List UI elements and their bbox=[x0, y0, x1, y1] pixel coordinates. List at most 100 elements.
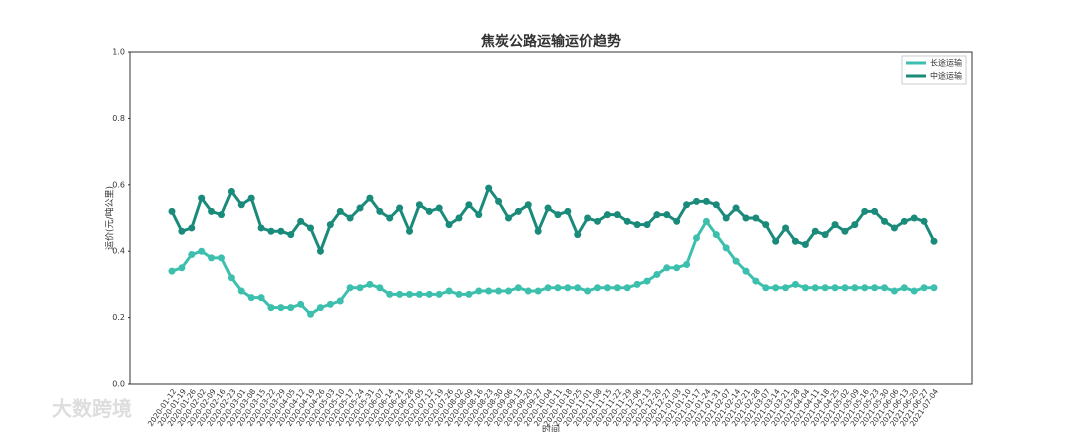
data-point bbox=[366, 280, 374, 288]
data-point bbox=[495, 287, 503, 295]
data-point bbox=[663, 211, 671, 219]
data-point bbox=[495, 197, 503, 205]
data-point bbox=[772, 237, 780, 245]
data-point bbox=[188, 224, 196, 232]
watermark: 大数跨境 bbox=[52, 397, 132, 421]
y-axis-label: 运价(元/吨公里) bbox=[104, 186, 116, 250]
data-point bbox=[208, 207, 216, 215]
data-point bbox=[445, 287, 453, 295]
data-point bbox=[821, 231, 829, 239]
data-point bbox=[920, 284, 928, 292]
data-point bbox=[861, 207, 869, 215]
data-point bbox=[524, 201, 532, 209]
data-point bbox=[702, 217, 710, 225]
data-point bbox=[297, 217, 305, 225]
data-point bbox=[900, 284, 908, 292]
data-point bbox=[356, 204, 364, 212]
data-point bbox=[603, 211, 611, 219]
data-point bbox=[801, 241, 809, 249]
data-point bbox=[534, 287, 542, 295]
data-point bbox=[406, 290, 414, 298]
data-point bbox=[930, 237, 938, 245]
data-point bbox=[217, 211, 225, 219]
data-point bbox=[663, 264, 671, 272]
data-point bbox=[683, 201, 691, 209]
data-point bbox=[465, 201, 473, 209]
data-point bbox=[692, 234, 700, 242]
data-point bbox=[336, 297, 344, 305]
data-point bbox=[772, 284, 780, 292]
data-point bbox=[594, 217, 602, 225]
data-point bbox=[900, 217, 908, 225]
data-point bbox=[435, 290, 443, 298]
data-point bbox=[861, 284, 869, 292]
data-point bbox=[277, 227, 285, 235]
y-tick-label: 0.8 bbox=[112, 114, 125, 123]
data-point bbox=[316, 247, 324, 255]
data-point bbox=[791, 237, 799, 245]
data-point bbox=[316, 304, 324, 312]
data-point bbox=[920, 217, 928, 225]
data-point bbox=[574, 231, 582, 239]
data-point bbox=[782, 284, 790, 292]
data-point bbox=[643, 277, 651, 285]
y-tick-label: 1.0 bbox=[112, 48, 125, 57]
data-point bbox=[168, 207, 176, 215]
data-point bbox=[386, 290, 394, 298]
data-point bbox=[633, 221, 641, 229]
data-point bbox=[524, 287, 532, 295]
data-point bbox=[307, 310, 315, 318]
data-point bbox=[188, 251, 196, 259]
legend-label: 中途运输 bbox=[930, 71, 962, 81]
data-point bbox=[841, 284, 849, 292]
data-point bbox=[396, 290, 404, 298]
data-point bbox=[346, 214, 354, 222]
data-point bbox=[178, 227, 186, 235]
y-tick-label: 0.6 bbox=[112, 180, 125, 189]
data-point bbox=[297, 300, 305, 308]
data-point bbox=[653, 270, 661, 278]
data-point bbox=[485, 184, 493, 192]
data-point bbox=[732, 257, 740, 265]
data-point bbox=[584, 214, 592, 222]
legend-box bbox=[901, 55, 967, 85]
data-point bbox=[851, 284, 859, 292]
data-point bbox=[455, 214, 463, 222]
data-point bbox=[326, 221, 334, 229]
data-point bbox=[673, 264, 681, 272]
data-point bbox=[237, 287, 245, 295]
data-point bbox=[287, 304, 295, 312]
data-point bbox=[257, 224, 265, 232]
data-point bbox=[415, 201, 423, 209]
data-point bbox=[554, 211, 562, 219]
data-point bbox=[633, 280, 641, 288]
data-point bbox=[643, 221, 651, 229]
data-point bbox=[544, 284, 552, 292]
data-point bbox=[376, 207, 384, 215]
data-point bbox=[534, 227, 542, 235]
chart-title: 焦炭公路运输运价趋势 bbox=[480, 33, 621, 50]
data-point bbox=[584, 287, 592, 295]
data-point bbox=[376, 284, 384, 292]
legend-label: 长途运输 bbox=[930, 58, 962, 68]
data-point bbox=[435, 204, 443, 212]
data-point bbox=[811, 284, 819, 292]
data-point bbox=[564, 284, 572, 292]
data-point bbox=[613, 284, 621, 292]
data-point bbox=[386, 214, 394, 222]
data-point bbox=[366, 194, 374, 202]
data-point bbox=[881, 284, 889, 292]
data-point bbox=[267, 304, 275, 312]
data-point bbox=[782, 224, 790, 232]
data-point bbox=[762, 284, 770, 292]
series-line bbox=[171, 218, 934, 317]
data-point bbox=[712, 231, 720, 239]
data-point bbox=[554, 284, 562, 292]
data-point bbox=[821, 284, 829, 292]
data-point bbox=[475, 211, 483, 219]
data-point bbox=[257, 294, 265, 302]
data-point bbox=[683, 260, 691, 268]
data-point bbox=[396, 204, 404, 212]
data-point bbox=[455, 290, 463, 298]
y-tick-label: 0.4 bbox=[112, 247, 125, 256]
